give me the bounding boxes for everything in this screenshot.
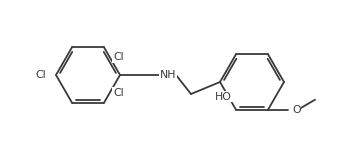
Text: NH: NH bbox=[160, 70, 176, 80]
Text: O: O bbox=[292, 105, 300, 115]
Text: HO: HO bbox=[215, 92, 232, 102]
Text: Cl: Cl bbox=[113, 88, 124, 98]
Text: Cl: Cl bbox=[35, 70, 46, 80]
Text: Cl: Cl bbox=[113, 52, 124, 62]
